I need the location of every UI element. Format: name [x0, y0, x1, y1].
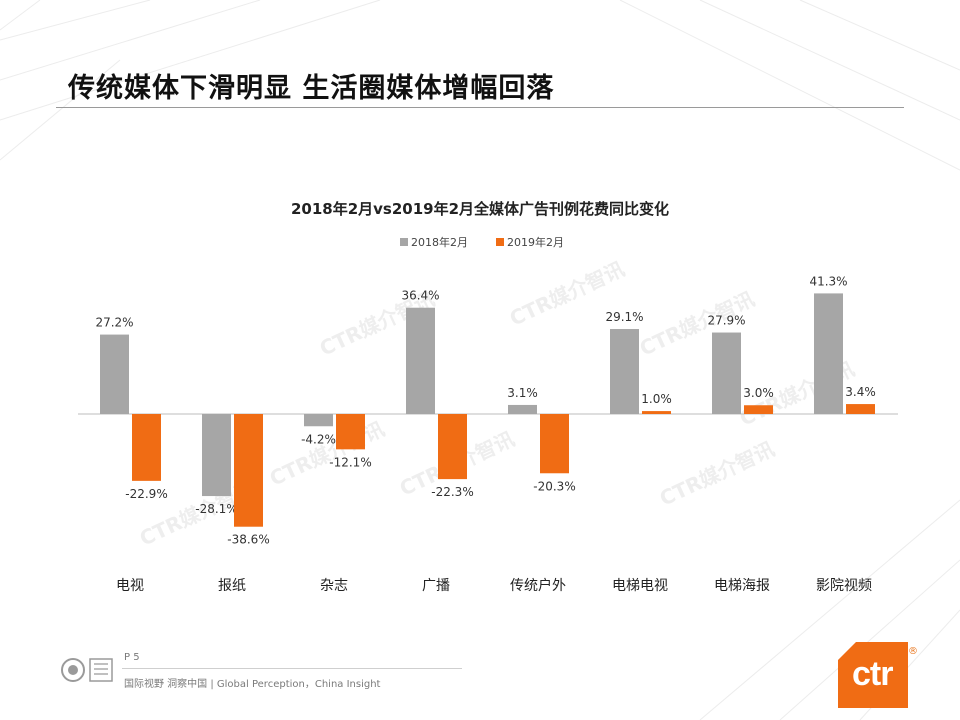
bar — [712, 332, 741, 414]
footer-divider — [122, 668, 462, 669]
page-number: P 5 — [124, 652, 140, 663]
watermark-text: CTR媒介智讯 — [266, 417, 388, 491]
bar — [508, 404, 537, 414]
data-label: -4.2% — [301, 432, 336, 446]
data-label: 27.9% — [707, 314, 745, 328]
legend-swatch — [400, 238, 408, 246]
category-label: 电梯海报 — [714, 578, 770, 594]
title-divider — [56, 107, 904, 108]
bar — [610, 329, 639, 414]
registered-mark: ® — [908, 646, 918, 657]
data-label: 27.2% — [95, 316, 133, 330]
footer-slogan: 国际视野 洞察中国 | Global Perception，China Insi… — [124, 679, 381, 690]
bar — [234, 414, 263, 527]
legend-swatch — [496, 238, 504, 246]
bar — [336, 414, 365, 450]
category-label: 报纸 — [218, 578, 246, 594]
bar — [132, 414, 161, 481]
bar — [438, 414, 467, 480]
bar — [406, 307, 435, 414]
chart-title: 2018年2月vs2019年2月全媒体广告刊例花费同比变化 — [291, 200, 669, 218]
category-label: 杂志 — [320, 578, 348, 594]
category-label: 影院视频 — [816, 578, 872, 594]
category-label: 广播 — [422, 578, 450, 594]
data-label: -22.9% — [125, 487, 167, 501]
ctr-logo-icon — [838, 642, 908, 708]
watermark-text: CTR媒介智讯 — [656, 437, 778, 511]
data-label: -22.3% — [431, 485, 473, 499]
data-label: 29.1% — [605, 310, 643, 324]
bar — [202, 414, 231, 497]
legend-label: 2018年2月 — [411, 235, 468, 249]
page-title: 传统媒体下滑明显 生活圈媒体增幅回落 — [68, 73, 555, 104]
data-label: -38.6% — [227, 533, 269, 547]
data-label: -20.3% — [533, 479, 575, 493]
legend-label: 2019年2月 — [507, 235, 564, 249]
bar — [540, 414, 569, 474]
category-label: 电梯电视 — [612, 578, 668, 594]
bar — [744, 405, 773, 414]
bar — [304, 414, 333, 427]
data-label: -28.1% — [195, 502, 237, 516]
data-label: 3.1% — [507, 386, 538, 400]
data-label: 3.4% — [845, 385, 876, 399]
bar — [100, 334, 129, 414]
data-label: 1.0% — [641, 392, 672, 406]
category-label: 电视 — [116, 578, 144, 594]
data-label: 3.0% — [743, 386, 774, 400]
bar — [642, 411, 671, 414]
bar — [846, 404, 875, 414]
data-label: 36.4% — [401, 289, 439, 303]
bar — [814, 293, 843, 414]
data-label: -12.1% — [329, 455, 371, 469]
certification-badge-icon — [61, 658, 113, 682]
data-label: 41.3% — [809, 274, 847, 288]
logo-text: ctr — [852, 655, 893, 693]
category-label: 传统户外 — [510, 577, 566, 594]
